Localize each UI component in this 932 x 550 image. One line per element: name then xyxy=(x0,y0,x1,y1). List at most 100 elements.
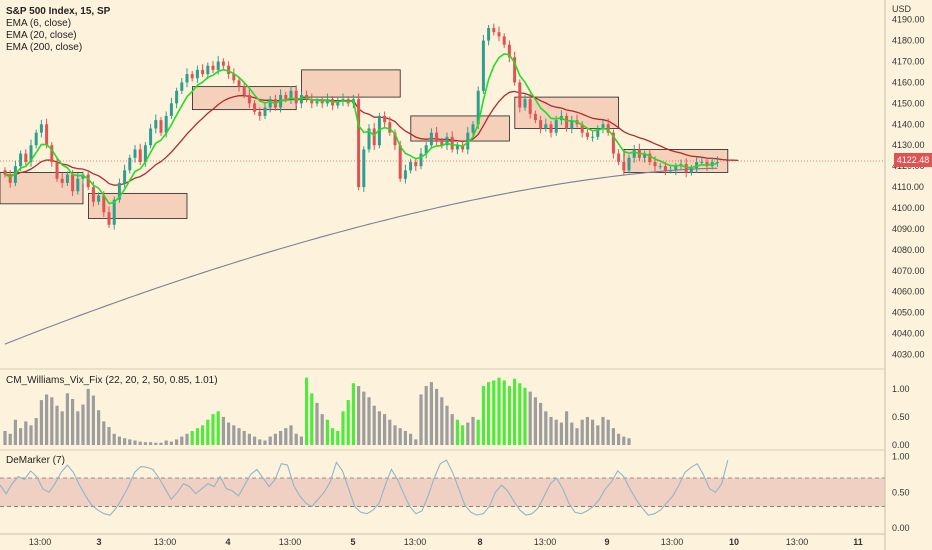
candle-body xyxy=(50,145,54,162)
candle-body xyxy=(206,65,210,75)
candle-body xyxy=(689,168,693,173)
candle-body xyxy=(398,145,402,179)
price-tick-label: 4050.00 xyxy=(892,308,925,318)
candle-body xyxy=(299,95,303,104)
vix-bar xyxy=(575,428,579,445)
vix-bar xyxy=(81,404,85,445)
vix-bar xyxy=(377,411,381,445)
candle-body xyxy=(362,149,366,188)
vix-bar xyxy=(71,398,75,445)
candle-body xyxy=(461,145,465,150)
vix-bar xyxy=(133,440,137,445)
candle-body xyxy=(76,178,80,192)
candle-body xyxy=(258,111,262,116)
ema-200-layer xyxy=(4,167,718,345)
candle-body xyxy=(570,120,574,129)
candle-body xyxy=(97,195,101,202)
vix-bar xyxy=(29,425,33,445)
vix-bar xyxy=(585,416,589,445)
vix-bar xyxy=(528,391,532,445)
vix-bar xyxy=(201,425,205,445)
demarker-tick-label: 1.00 xyxy=(892,452,910,462)
vix-bar xyxy=(445,405,449,445)
candle-body xyxy=(424,145,428,154)
vix-bar xyxy=(315,402,319,445)
vix-bar xyxy=(471,416,475,445)
candle-body xyxy=(102,195,106,213)
vix-bar xyxy=(175,439,179,445)
time-tick-label: 10 xyxy=(729,537,739,547)
candle-body xyxy=(185,74,189,83)
vix-bar xyxy=(8,433,12,445)
vix-bar xyxy=(242,430,246,445)
vix-bar xyxy=(263,440,267,445)
price-tick-label: 4160.00 xyxy=(892,77,925,87)
time-tick-label: 9 xyxy=(604,537,609,547)
vix-bar xyxy=(13,419,17,445)
candle-body xyxy=(554,120,558,133)
candle-body xyxy=(471,124,475,133)
candle-body xyxy=(211,65,215,70)
vix-bar xyxy=(409,433,413,445)
candle-body xyxy=(445,136,449,146)
vix-bar xyxy=(367,397,371,445)
candle-body xyxy=(65,174,69,183)
candle-body xyxy=(268,99,272,108)
candle-body xyxy=(502,36,506,45)
candle-body xyxy=(533,113,537,121)
price-tick-label: 4090.00 xyxy=(892,224,925,234)
candle-body xyxy=(117,182,121,200)
time-tick-label: 5 xyxy=(350,537,355,547)
vix-bar xyxy=(611,428,615,445)
price-tick-label: 4070.00 xyxy=(892,266,925,276)
candle-body xyxy=(523,99,527,108)
candle-body xyxy=(497,32,501,37)
vix-bar xyxy=(424,386,428,445)
candle-body xyxy=(336,101,340,106)
candle-body xyxy=(367,128,371,150)
vix-bar xyxy=(622,436,626,445)
candle-body xyxy=(643,153,647,158)
legend-ema-6: EMA (6, close) xyxy=(6,18,72,29)
candle-body xyxy=(544,124,548,129)
vix-bar xyxy=(450,414,454,445)
vix-bar xyxy=(325,419,329,445)
candle-body xyxy=(190,74,194,79)
price-tick-label: 4080.00 xyxy=(892,245,925,255)
candle-body xyxy=(622,161,626,171)
candle-body xyxy=(695,161,699,169)
candle-body xyxy=(388,122,392,133)
vix-bar xyxy=(455,419,459,445)
vix-bar xyxy=(123,438,127,445)
vix-tick-label: 0.50 xyxy=(892,412,910,422)
vix-bar xyxy=(86,388,90,445)
vix-bar xyxy=(154,442,158,445)
candle-body xyxy=(305,95,309,100)
candle-body xyxy=(450,136,454,150)
chart-title: S&P 500 Index, 15, SP xyxy=(6,6,111,17)
vix-bar xyxy=(570,422,574,445)
vix-bar xyxy=(336,430,340,445)
candle-body xyxy=(580,124,584,133)
vix-bar xyxy=(112,433,116,445)
candle-body xyxy=(123,170,127,183)
candle-body xyxy=(289,90,293,100)
vix-bar xyxy=(518,383,522,445)
candle-body xyxy=(201,69,205,75)
candle-body xyxy=(596,128,600,137)
candle-body xyxy=(91,187,95,202)
vix-bar xyxy=(117,436,121,445)
vix-bar xyxy=(169,441,173,445)
candle-body xyxy=(8,174,12,183)
vix-bar xyxy=(580,419,584,445)
vix-bar xyxy=(211,414,215,445)
candle-body xyxy=(414,161,418,167)
candle-body xyxy=(60,178,64,183)
candle-body xyxy=(253,103,257,112)
candle-body xyxy=(86,174,90,188)
candle-body xyxy=(263,107,267,116)
vix-bar xyxy=(419,394,423,445)
candle-body xyxy=(492,28,496,33)
vix-bar xyxy=(149,442,153,445)
